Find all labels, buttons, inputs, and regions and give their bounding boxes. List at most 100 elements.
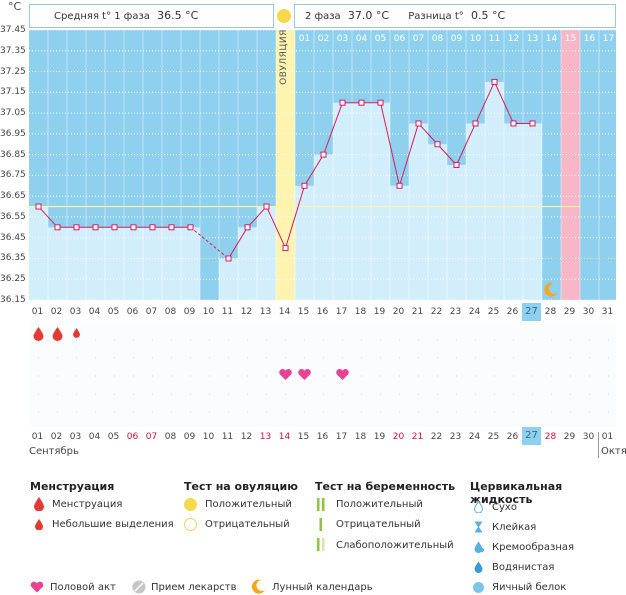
cycle-day-label[interactable]: 29 <box>563 307 576 317</box>
cycle-day-label[interactable]: 31 <box>601 307 614 317</box>
calendar-day-label[interactable]: 05 <box>107 432 120 442</box>
symptom-grid-dot <box>37 375 40 377</box>
cycle-day-label[interactable]: 03 <box>69 307 82 317</box>
symptom-grid-dot <box>341 393 344 395</box>
cycle-day-label[interactable]: 06 <box>126 307 139 317</box>
symptom-grid-dot <box>417 357 420 359</box>
cycle-day-label[interactable]: 14 <box>278 307 291 317</box>
calendar-day-label[interactable]: 15 <box>297 432 310 442</box>
calendar-day-label[interactable]: 30 <box>582 432 595 442</box>
cycle-day-label[interactable]: 04 <box>88 307 101 317</box>
calendar-day-label[interactable]: 07 <box>145 432 158 442</box>
symptom-grid-dot <box>436 375 439 377</box>
calendar-day-label[interactable]: 29 <box>563 432 576 442</box>
temperature-line-segment <box>494 81 514 124</box>
calendar-day-label[interactable]: 14 <box>278 432 291 442</box>
symptom-grid-dot <box>569 411 572 413</box>
cycle-day-label[interactable]: 22 <box>430 307 443 317</box>
cycle-day-label[interactable]: 08 <box>164 307 177 317</box>
cycle-day-label[interactable]: 15 <box>297 307 310 317</box>
symptom-grid-dot <box>379 339 382 341</box>
calendar-day-label[interactable]: 02 <box>50 432 63 442</box>
temperature-point-day-11 <box>225 255 232 262</box>
cycle-day-label[interactable]: 16 <box>316 307 329 317</box>
calendar-day-label[interactable]: 03 <box>69 432 82 442</box>
cycle-day-label[interactable]: 20 <box>392 307 405 317</box>
calendar-day-label[interactable]: 25 <box>487 432 500 442</box>
symptom-grid-dot <box>607 393 610 395</box>
symptom-grid-dot <box>550 357 553 359</box>
legend-lunar: Лунный календарь <box>272 582 373 593</box>
menstruation-drop-day-02[interactable] <box>52 327 63 342</box>
spotting-drop-day-03[interactable] <box>73 328 80 338</box>
cycle-day-label[interactable]: 17 <box>335 307 348 317</box>
symptom-grid-dot <box>113 339 116 341</box>
cycle-day-label[interactable]: 26 <box>506 307 519 317</box>
calendar-day-label[interactable]: 09 <box>183 432 196 442</box>
cycle-day-label[interactable]: 25 <box>487 307 500 317</box>
calendar-day-label[interactable]: 28 <box>544 432 557 442</box>
dry-icon <box>474 501 483 513</box>
temperature-point-day-05 <box>111 224 118 231</box>
symptom-markers <box>33 327 610 413</box>
intercourse-heart-day-15[interactable] <box>298 369 311 380</box>
calendar-day-label[interactable]: 10 <box>202 432 215 442</box>
phase2-day-number: 08 <box>431 34 444 44</box>
calendar-day-label[interactable]: 16 <box>316 432 329 442</box>
cycle-day-label[interactable]: 05 <box>107 307 120 317</box>
y-tick-label: 37.15 <box>0 87 26 98</box>
calendar-day-label[interactable]: 12 <box>240 432 253 442</box>
calendar-day-label[interactable]: 18 <box>354 432 367 442</box>
cycle-day-label[interactable]: 01 <box>31 307 44 317</box>
cycle-day-label[interactable]: 02 <box>50 307 63 317</box>
calendar-day-label[interactable]: 11 <box>221 432 234 442</box>
calendar-day-label[interactable]: 27 <box>522 427 541 445</box>
calendar-day-label[interactable]: 24 <box>468 432 481 442</box>
intercourse-heart-day-14[interactable] <box>279 369 292 380</box>
menstruation-drop-day-01[interactable] <box>33 327 44 341</box>
cycle-day-label[interactable]: 28 <box>544 307 557 317</box>
calendar-day-label[interactable]: 06 <box>126 432 139 442</box>
calendar-day-label[interactable]: 22 <box>430 432 443 442</box>
temperature-point-day-03 <box>73 224 80 231</box>
calendar-day-label[interactable]: 26 <box>506 432 519 442</box>
symptom-grid-dot <box>227 339 230 341</box>
cycle-day-label[interactable]: 11 <box>221 307 234 317</box>
cycle-day-label[interactable]: 10 <box>202 307 215 317</box>
calendar-day-label[interactable]: 17 <box>335 432 348 442</box>
cycle-day-label[interactable]: 18 <box>354 307 367 317</box>
temperature-bar-day-26 <box>504 123 523 300</box>
y-tick-label: 37.05 <box>0 108 26 119</box>
cycle-day-label[interactable]: 13 <box>259 307 272 317</box>
symptom-grid-dot <box>455 357 458 359</box>
calendar-day-label[interactable]: 01 <box>31 432 44 442</box>
cycle-day-label[interactable]: 07 <box>145 307 158 317</box>
phase2-day-number: 03 <box>336 34 349 44</box>
cycle-day-label[interactable]: 21 <box>411 307 424 317</box>
calendar-day-label[interactable]: 19 <box>373 432 386 442</box>
symptom-grid-dot <box>493 393 496 395</box>
symptom-grid-dot <box>208 411 211 413</box>
symptom-grid-dot <box>265 375 268 377</box>
cycle-day-label[interactable]: 12 <box>240 307 253 317</box>
calendar-day-label[interactable]: 04 <box>88 432 101 442</box>
cycle-day-label[interactable]: 23 <box>449 307 462 317</box>
calendar-day-label[interactable]: 23 <box>449 432 462 442</box>
cycle-day-label[interactable]: 09 <box>183 307 196 317</box>
symptom-grid-dot <box>379 375 382 377</box>
cycle-day-label[interactable]: 19 <box>373 307 386 317</box>
calendar-day-label[interactable]: 08 <box>164 432 177 442</box>
calendar-day-label[interactable]: 13 <box>259 432 272 442</box>
calendar-day-label[interactable]: 21 <box>411 432 424 442</box>
lunar-moon-icon <box>544 282 558 297</box>
temperature-point-day-09 <box>187 224 194 231</box>
calendar-day-label[interactable]: 01 <box>601 432 614 442</box>
symptom-grid-dot <box>569 339 572 341</box>
cycle-day-label[interactable]: 30 <box>582 307 595 317</box>
cycle-day-label[interactable]: 24 <box>468 307 481 317</box>
cycle-day-label[interactable]: 27 <box>522 303 541 321</box>
symptom-grid-dot <box>265 411 268 413</box>
intercourse-heart-day-17[interactable] <box>336 369 349 380</box>
calendar-day-label[interactable]: 20 <box>392 432 405 442</box>
positive-test-icon <box>184 498 197 511</box>
